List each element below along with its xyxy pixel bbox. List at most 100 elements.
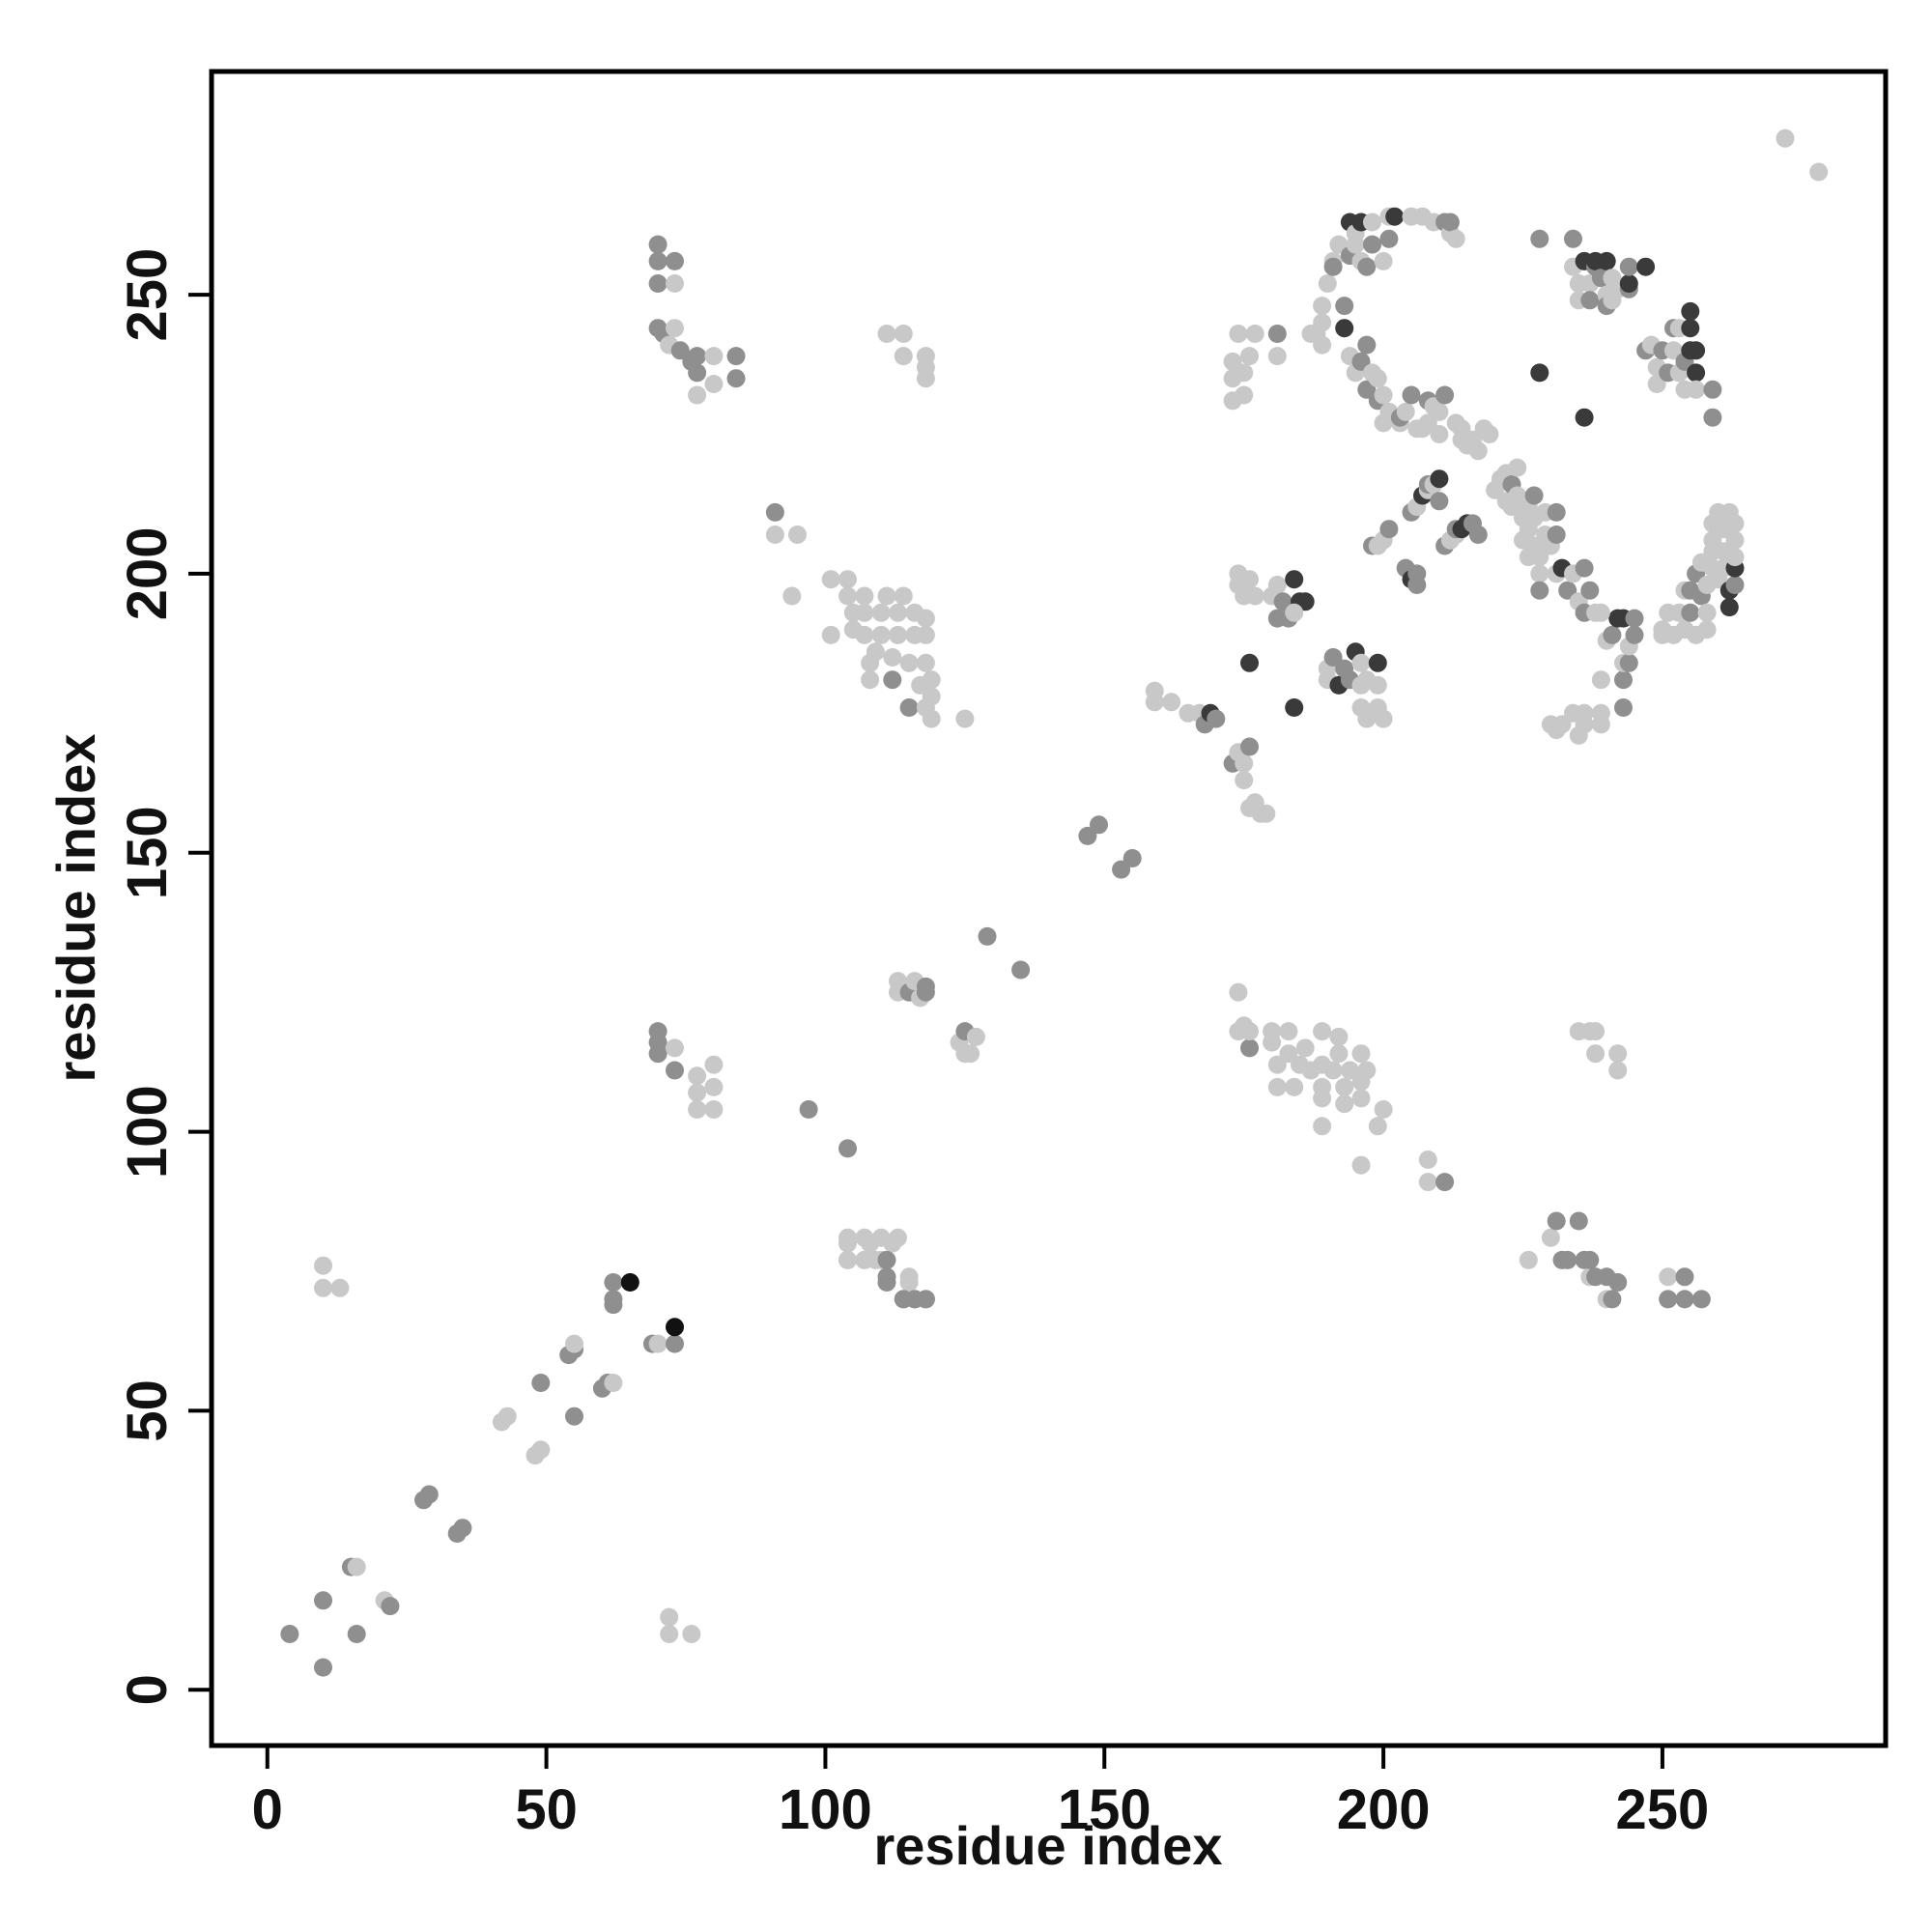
contact-point-118 (838, 570, 857, 589)
contact-point-245 (1357, 709, 1377, 728)
contact-point-468 (1541, 1228, 1560, 1247)
contact-point-94 (889, 972, 907, 991)
contact-point-204 (1263, 1022, 1282, 1041)
contact-point-236 (1323, 648, 1343, 667)
contact-point-11 (453, 1519, 472, 1538)
contact-point-17 (565, 1406, 583, 1426)
contact-point-79 (838, 1228, 857, 1247)
contact-point-191 (1267, 576, 1287, 594)
contact-point-441 (1681, 603, 1700, 622)
contact-point-124 (861, 670, 880, 690)
contact-point-109 (1112, 860, 1131, 879)
contact-point-197 (1285, 603, 1304, 622)
contact-point-20 (565, 1334, 583, 1353)
contact-point-361 (1530, 363, 1549, 383)
contact-point-222 (1335, 1077, 1354, 1096)
contact-point-221 (1335, 1094, 1354, 1114)
contact-point-99 (916, 977, 935, 996)
contact-point-149 (894, 325, 913, 343)
contact-point-92 (838, 1139, 857, 1158)
contact-point-133 (889, 603, 907, 622)
contact-point-373 (1597, 251, 1616, 270)
contact-point-31 (666, 1318, 684, 1337)
contact-point-275 (1363, 213, 1381, 232)
contact-point-25 (604, 1290, 623, 1309)
contact-point-252 (1313, 335, 1332, 355)
contact-point-111 (765, 526, 784, 544)
contact-point-475 (1580, 1250, 1600, 1269)
contact-point-115 (821, 625, 840, 644)
contact-point-62 (648, 251, 668, 270)
y-tick-label: 0 (116, 1674, 179, 1705)
contact-point-48 (704, 1055, 724, 1074)
contact-point-146 (922, 670, 941, 690)
contact-point-465 (1725, 530, 1745, 550)
contact-point-156 (1162, 693, 1181, 712)
contact-point-72 (688, 363, 707, 383)
contact-point-42 (666, 1038, 684, 1058)
contact-point-311 (1480, 425, 1499, 443)
contact-point-75 (704, 347, 724, 366)
contact-point-419 (1603, 625, 1622, 644)
contact-point-5 (347, 1557, 366, 1577)
contact-point-117 (838, 586, 857, 606)
contact-point-104 (966, 1027, 985, 1046)
contact-point-37 (682, 1625, 701, 1643)
contact-point-86 (889, 1228, 907, 1247)
contact-point-78 (838, 1250, 857, 1269)
contact-point-426 (1558, 581, 1577, 600)
contact-point-413 (1614, 698, 1633, 717)
contact-point-126 (866, 642, 885, 662)
contact-point-83 (871, 1228, 891, 1247)
contact-point-136 (899, 653, 919, 672)
contact-point-274 (1363, 235, 1381, 254)
contact-point-218 (1323, 1061, 1343, 1080)
data-points (280, 128, 1829, 1677)
contact-point-208 (1279, 1022, 1298, 1041)
contact-point-472 (1569, 1211, 1588, 1231)
contact-point-121 (855, 625, 874, 644)
contact-point-63 (648, 235, 668, 254)
contact-point-489 (1586, 1022, 1605, 1041)
contact-point-231 (1418, 1173, 1437, 1192)
contact-point-105 (978, 926, 997, 946)
contact-point-196 (1295, 592, 1315, 611)
contact-point-412 (1591, 670, 1610, 690)
contact-point-41 (666, 1061, 684, 1080)
contact-point-201 (1240, 1038, 1259, 1058)
contact-point-395 (1681, 301, 1700, 321)
contact-point-177 (1235, 363, 1254, 383)
contact-point-431 (1580, 581, 1600, 600)
contact-point-257 (1323, 257, 1343, 276)
contact-point-217 (1313, 1022, 1332, 1041)
contact-point-409 (1575, 715, 1594, 734)
contact-point-67 (666, 274, 684, 293)
contact-point-81 (855, 1228, 874, 1247)
contact-point-459 (1719, 598, 1739, 617)
contact-point-35 (660, 1625, 679, 1643)
contact-point-248 (1368, 653, 1387, 672)
contact-point-490 (1608, 1061, 1628, 1080)
contact-point-390 (1664, 341, 1683, 360)
contact-point-15 (531, 1440, 551, 1460)
contact-point-267 (1351, 352, 1371, 371)
contact-point-33 (314, 1256, 332, 1275)
contact-point-112 (765, 502, 784, 522)
contact-point-34 (330, 1278, 350, 1297)
contact-point-175 (1229, 325, 1248, 343)
contact-point-90 (916, 1290, 935, 1309)
contact-point-298 (1430, 402, 1449, 421)
contact-point-253 (1313, 313, 1332, 332)
contact-point-271 (1357, 380, 1377, 399)
contact-point-309 (1468, 441, 1488, 461)
contact-point-9 (419, 1485, 439, 1504)
contact-point-183 (1285, 698, 1304, 717)
contact-point-297 (1430, 425, 1449, 443)
contact-point-416 (1619, 653, 1638, 672)
contact-point-342 (1508, 458, 1527, 477)
contact-point-493 (1809, 162, 1829, 182)
contact-point-243 (1351, 653, 1371, 672)
contact-point-0 (280, 1625, 299, 1643)
contact-point-134 (894, 586, 913, 606)
contact-point-294 (1418, 413, 1437, 433)
